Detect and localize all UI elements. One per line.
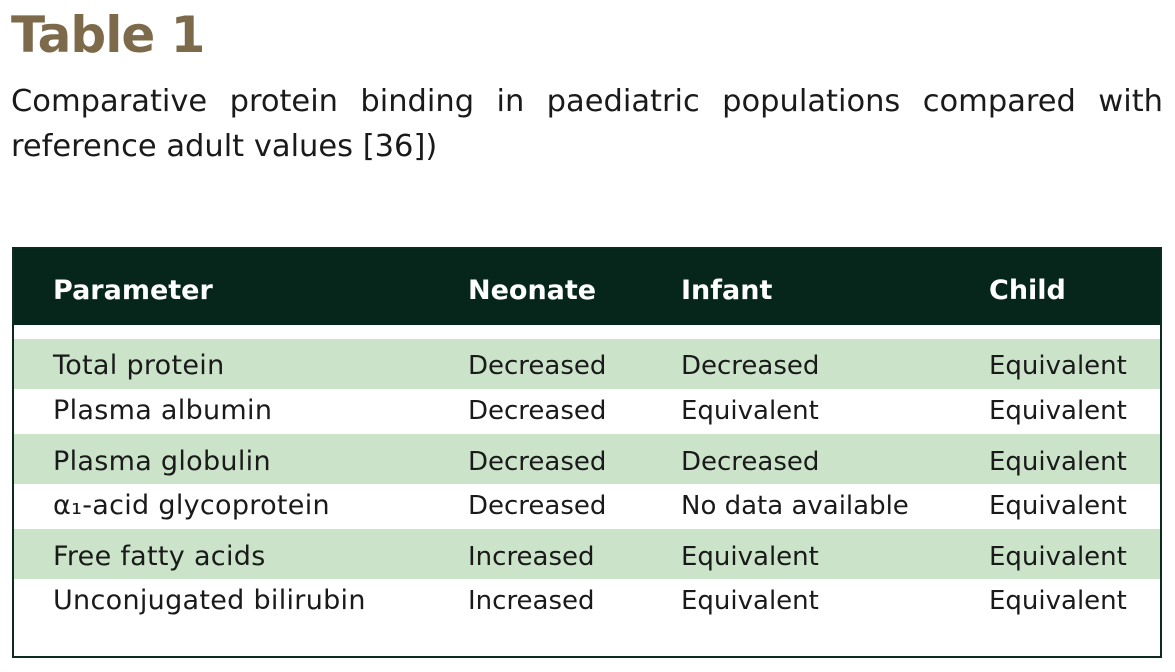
table-row: Total protein Decreased Decreased Equiva…: [14, 339, 1160, 389]
cell-neonate: Decreased: [468, 396, 607, 426]
cell-neonate: Decreased: [468, 351, 607, 381]
cell-neonate: Decreased: [468, 447, 607, 477]
table-row: Plasma globulin Decreased Decreased Equi…: [14, 434, 1160, 484]
table-row: α₁-acid glycoprotein Decreased No data a…: [14, 484, 1160, 529]
cell-child: Equivalent: [989, 542, 1127, 572]
data-table: Parameter Neonate Infant Child Total pro…: [12, 247, 1162, 658]
cell-child: Equivalent: [989, 586, 1127, 616]
table-row: Plasma albumin Decreased Equivalent Equi…: [14, 389, 1160, 434]
table-row: Free fatty acids Increased Equivalent Eq…: [14, 529, 1160, 579]
cell-child: Equivalent: [989, 351, 1127, 381]
cell-neonate: Increased: [468, 586, 595, 616]
column-header-child: Child: [989, 275, 1066, 306]
table-heading: Table 1: [11, 6, 205, 64]
cell-neonate: Increased: [468, 542, 595, 572]
cell-infant: Equivalent: [681, 586, 819, 616]
cell-parameter: Unconjugated bilirubin: [53, 585, 366, 616]
column-header-neonate: Neonate: [468, 275, 597, 306]
cell-parameter: Total protein: [53, 350, 225, 381]
cell-parameter: Plasma albumin: [53, 395, 273, 426]
cell-infant: Decreased: [681, 351, 820, 381]
cell-child: Equivalent: [989, 491, 1127, 521]
cell-infant: Equivalent: [681, 396, 819, 426]
cell-infant: No data available: [681, 491, 909, 521]
table-header-row: Parameter Neonate Infant Child: [14, 249, 1160, 325]
cell-child: Equivalent: [989, 447, 1127, 477]
cell-parameter: Plasma globulin: [53, 446, 271, 477]
column-header-parameter: Parameter: [53, 275, 213, 306]
table-caption: Comparative protein binding in paediatri…: [11, 84, 1163, 164]
table-row: Unconjugated bilirubin Increased Equival…: [14, 579, 1160, 624]
cell-child: Equivalent: [989, 396, 1127, 426]
cell-infant: Equivalent: [681, 542, 819, 572]
cell-neonate: Decreased: [468, 491, 607, 521]
cell-parameter: Free fatty acids: [53, 541, 266, 572]
cell-infant: Decreased: [681, 447, 820, 477]
cell-parameter: α₁-acid glycoprotein: [53, 490, 330, 521]
column-header-infant: Infant: [681, 275, 773, 306]
